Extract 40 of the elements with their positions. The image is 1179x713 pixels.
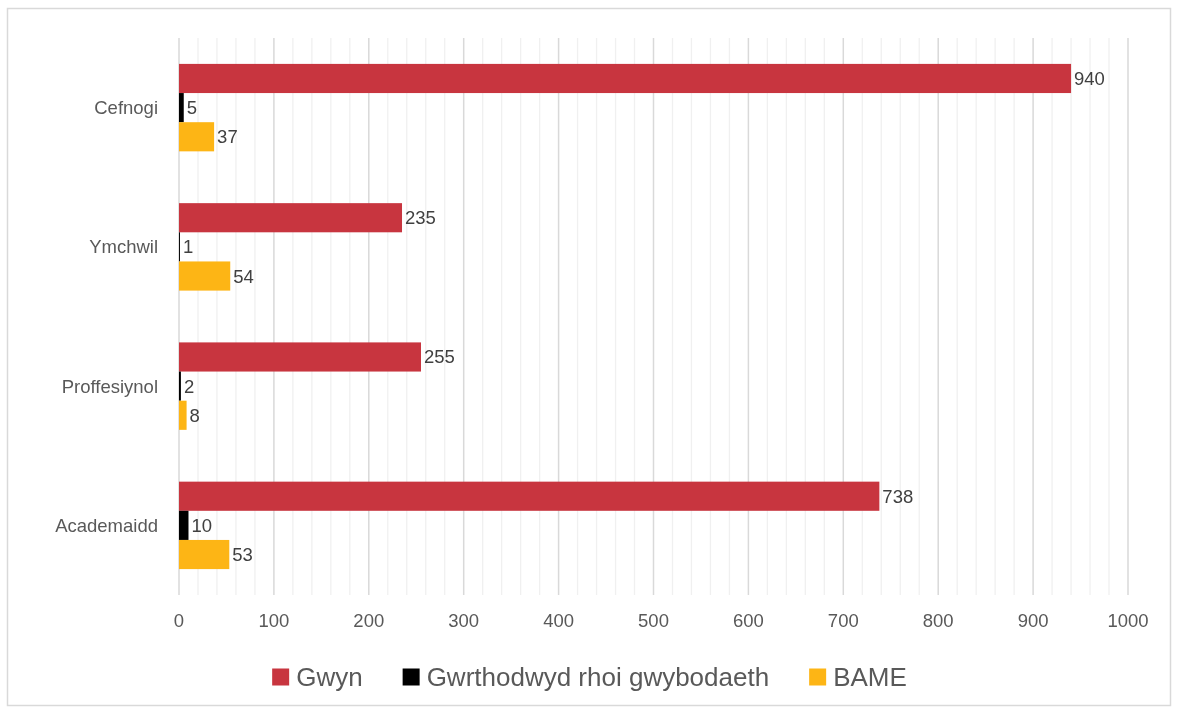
x-tick-label: 300: [448, 610, 480, 631]
bar: [179, 122, 215, 152]
bar: [179, 203, 403, 233]
data-label: 738: [882, 485, 914, 507]
x-tick-label: 500: [638, 610, 669, 631]
data-label: 53: [232, 544, 253, 566]
x-tick-label: 600: [732, 610, 764, 631]
y-tick-label: Proffesiynol: [61, 375, 158, 397]
data-label: 54: [233, 265, 254, 287]
legend-label: BAME: [833, 662, 907, 692]
x-tick-label: 100: [258, 610, 290, 631]
x-tick-label: 800: [922, 610, 954, 631]
data-label: 255: [423, 346, 455, 368]
data-label: 235: [405, 207, 436, 229]
y-tick-label: Cefnogi: [94, 97, 158, 119]
bar: [179, 539, 230, 570]
data-label: 37: [217, 126, 238, 148]
data-label: 940: [1074, 67, 1105, 89]
data-label: 1: [182, 236, 194, 258]
legend-label: Gwyn: [296, 662, 363, 692]
x-tick-label: 900: [1017, 610, 1049, 631]
x-tick-label: 1000: [1107, 610, 1149, 631]
bar: [179, 261, 231, 291]
x-tick-label: 700: [827, 610, 859, 631]
data-label: 10: [191, 514, 213, 536]
bar: [179, 510, 189, 540]
data-label: 2: [183, 375, 195, 397]
bar: [179, 63, 1072, 94]
x-tick-label: 0: [173, 610, 185, 631]
x-tick-label: 200: [353, 610, 385, 631]
bar: [179, 342, 421, 372]
y-tick-label: Academaidd: [55, 514, 158, 536]
bar: [179, 400, 187, 430]
legend-label: Gwrthodwyd rhoi gwybodaeth: [426, 662, 770, 692]
y-tick-label: Ymchwil: [89, 236, 158, 258]
bar: [179, 93, 184, 123]
bar: [179, 481, 880, 511]
data-label: 8: [189, 404, 200, 426]
data-label: 5: [186, 97, 198, 119]
x-tick-label: 400: [543, 610, 575, 631]
